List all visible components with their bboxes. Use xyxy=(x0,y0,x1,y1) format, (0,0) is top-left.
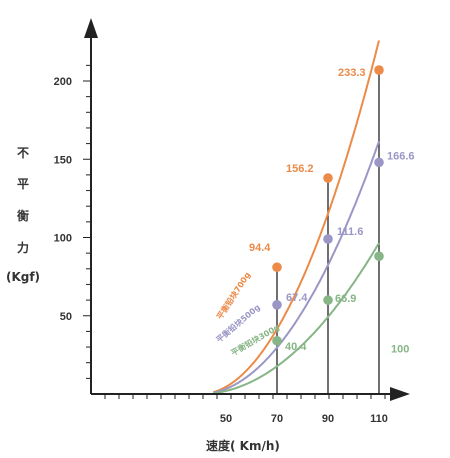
series-curve xyxy=(213,242,380,395)
data-label: 111.6 xyxy=(337,226,363,238)
y-label-char: (Kgf) xyxy=(6,270,40,284)
x-axis-ticks: 50 70 90 110 xyxy=(104,394,388,425)
y-tick-label: 200 xyxy=(54,76,72,88)
data-label: 94.4 xyxy=(249,242,271,254)
series-curves xyxy=(212,40,380,395)
x-axis-label: 速度( Km/h) xyxy=(206,438,280,453)
data-point xyxy=(374,65,384,75)
y-tick-label: 150 xyxy=(54,154,72,166)
x-tick-label: 70 xyxy=(271,413,283,425)
data-labels: 94.4 156.2 233.3 67.4 111.6 166.6 40.4 66.9 100 xyxy=(249,67,415,355)
x-tick-label: 110 xyxy=(370,413,388,425)
y-label-char: 力 xyxy=(17,240,29,255)
series-curve xyxy=(212,40,380,394)
y-tick-label: 100 xyxy=(54,233,72,245)
data-label: 100 xyxy=(391,343,409,355)
data-point xyxy=(374,251,384,262)
y-label-char: 平 xyxy=(17,177,29,191)
data-label: 40.4 xyxy=(285,341,307,353)
data-point xyxy=(272,335,282,346)
data-point xyxy=(323,295,333,305)
data-point xyxy=(323,234,333,244)
data-points xyxy=(272,65,384,346)
data-point xyxy=(323,173,333,183)
x-tick-label: 90 xyxy=(322,413,334,425)
data-point xyxy=(374,157,384,168)
y-label-char: 不 xyxy=(17,146,29,160)
series-curve xyxy=(213,140,380,394)
data-label: 233.3 xyxy=(338,67,366,79)
data-point xyxy=(272,262,282,273)
data-label: 156.2 xyxy=(286,163,314,175)
data-point xyxy=(272,299,282,310)
data-label: 166.6 xyxy=(387,150,415,162)
data-label: 67.4 xyxy=(286,292,308,304)
axes xyxy=(84,18,410,401)
data-label: 66.9 xyxy=(335,293,356,305)
y-tick-label: 50 xyxy=(60,311,72,323)
y-label-char: 衡 xyxy=(17,208,29,223)
x-axis-arrow-icon xyxy=(390,387,410,401)
y-axis-ticks: 50 100 150 200 xyxy=(54,64,91,379)
x-tick-label: 50 xyxy=(220,413,232,425)
y-axis-arrow-icon xyxy=(84,18,98,38)
